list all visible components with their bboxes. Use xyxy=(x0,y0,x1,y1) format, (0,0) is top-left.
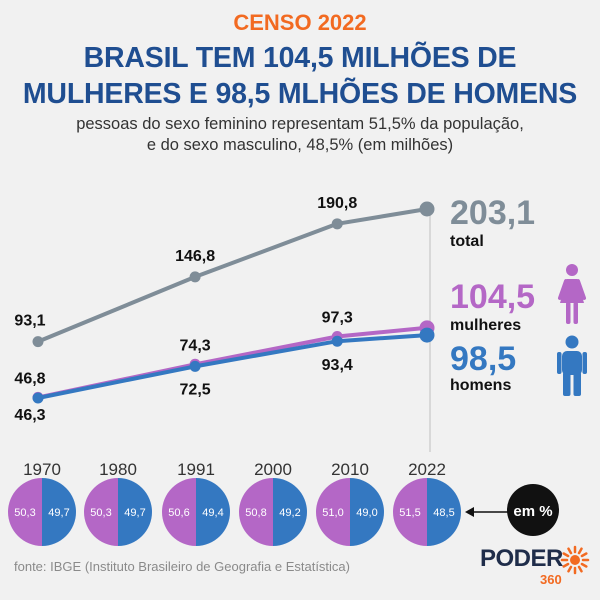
woman-icon xyxy=(558,264,586,324)
woman-icon-arm xyxy=(576,279,586,300)
year-label: 2000 xyxy=(254,460,292,479)
pie-slice-men xyxy=(196,478,230,546)
end-value-total: 203,1 xyxy=(450,194,535,232)
kicker: CENSO 2022 xyxy=(233,10,367,35)
pie-slice-women xyxy=(8,478,42,546)
data-label-total: 93,1 xyxy=(14,313,45,330)
pie-slice-men xyxy=(42,478,76,546)
data-label-men: 46,3 xyxy=(14,407,45,424)
pie-slice-women xyxy=(84,478,118,546)
pie-slice-men xyxy=(427,478,461,546)
logo-sun-ray xyxy=(562,552,570,558)
data-point-total xyxy=(32,336,44,348)
data-label-men: 93,4 xyxy=(322,357,353,374)
pie-label-men: 49,7 xyxy=(48,507,69,519)
year-label: 1980 xyxy=(99,460,137,479)
year-label: 2022 xyxy=(408,460,446,479)
data-label-men: 72,5 xyxy=(180,381,211,398)
data-point-men xyxy=(419,327,435,343)
data-point-total xyxy=(419,201,435,217)
end-value-men: 98,5 xyxy=(450,340,516,378)
pie-label-women: 50,8 xyxy=(245,507,266,519)
woman-icon-arm xyxy=(558,279,568,300)
logo-sun-ray xyxy=(567,565,573,573)
subtitle-line-1: pessoas do sexo feminino representam 51,… xyxy=(76,115,524,133)
logo-text: PODER xyxy=(480,545,563,572)
data-label-women: 74,3 xyxy=(180,337,211,354)
pie-label-men: 49,7 xyxy=(124,507,145,519)
woman-icon-leg xyxy=(566,302,571,324)
man-icon xyxy=(557,335,587,396)
pie-slice-women xyxy=(162,478,196,546)
pie-label-men: 49,4 xyxy=(202,507,223,519)
man-icon-arm xyxy=(582,352,587,374)
pie-slice-women xyxy=(316,478,350,546)
data-label-total: 146,8 xyxy=(175,248,215,265)
data-label-women: 46,8 xyxy=(14,370,45,387)
woman-icon-head xyxy=(566,264,578,276)
man-icon-arm xyxy=(557,352,562,374)
data-label-total: 190,8 xyxy=(317,195,357,212)
series-line-men xyxy=(36,333,429,400)
pie-slice-men xyxy=(273,478,307,546)
data-point-men xyxy=(189,360,201,372)
logo-sun-ray xyxy=(577,547,583,555)
title-line-2: MULHERES E 98,5 MLHÕES DE HOMENS xyxy=(22,78,578,110)
data-point-men xyxy=(331,335,343,347)
data-point-total xyxy=(189,271,201,283)
series-line-total xyxy=(36,207,429,344)
end-label-women: mulheres xyxy=(450,317,521,334)
poder360-logo: PODER xyxy=(480,547,563,571)
logo-sun-ray xyxy=(562,562,570,568)
logo-sun-ray xyxy=(567,547,573,555)
title-line-1: BRASIL TEM 104,5 MILHÕES DE xyxy=(83,42,517,74)
pie-label-women: 50,3 xyxy=(90,507,111,519)
man-icon-torso xyxy=(562,351,582,375)
man-icon-leg xyxy=(563,372,571,396)
data-point-men xyxy=(32,392,44,404)
pie-slice-men xyxy=(350,478,384,546)
pie-label-men: 49,2 xyxy=(279,507,300,519)
year-label: 1970 xyxy=(23,460,61,479)
page-title: BRASIL TEM 104,5 MILHÕES DE MULHERES E 9… xyxy=(0,40,600,112)
end-label-men: homens xyxy=(450,377,511,394)
logo-sun-ray xyxy=(580,552,588,558)
unit-badge-label: em % xyxy=(513,503,552,520)
pie-label-women: 50,3 xyxy=(14,507,35,519)
pie-label-women: 50,6 xyxy=(168,507,189,519)
subtitle: pessoas do sexo feminino representam 51,… xyxy=(0,114,600,156)
subtitle-line-2: e do sexo masculino, 48,5% (em milhões) xyxy=(146,136,454,154)
year-label: 1991 xyxy=(177,460,215,479)
year-label: 2010 xyxy=(331,460,369,479)
logo-sun-icon xyxy=(560,545,590,575)
pie-label-women: 51,5 xyxy=(399,507,420,519)
data-label-women: 97,3 xyxy=(322,310,353,327)
pie-label-men: 48,5 xyxy=(433,507,454,519)
end-value-women: 104,5 xyxy=(450,278,535,316)
data-point-total xyxy=(331,218,343,230)
unit-badge xyxy=(507,484,559,536)
arrow-head-icon xyxy=(465,507,474,517)
pie-slice-men xyxy=(118,478,152,546)
pie-slice-women xyxy=(239,478,273,546)
logo-sub: 360 xyxy=(540,572,562,587)
man-icon-leg xyxy=(573,372,581,396)
woman-icon-leg xyxy=(573,302,578,324)
logo-sun-ray xyxy=(580,562,588,568)
pie-label-women: 51,0 xyxy=(322,507,343,519)
pie-label-men: 49,0 xyxy=(356,507,377,519)
pie-slice-women xyxy=(393,478,427,546)
source-note: fonte: IBGE (Instituto Brasileiro de Geo… xyxy=(14,559,350,574)
end-label-total: total xyxy=(450,233,484,250)
logo-sun-ray xyxy=(577,565,583,573)
logo-sun-core xyxy=(570,555,580,565)
man-icon-head xyxy=(565,335,579,349)
